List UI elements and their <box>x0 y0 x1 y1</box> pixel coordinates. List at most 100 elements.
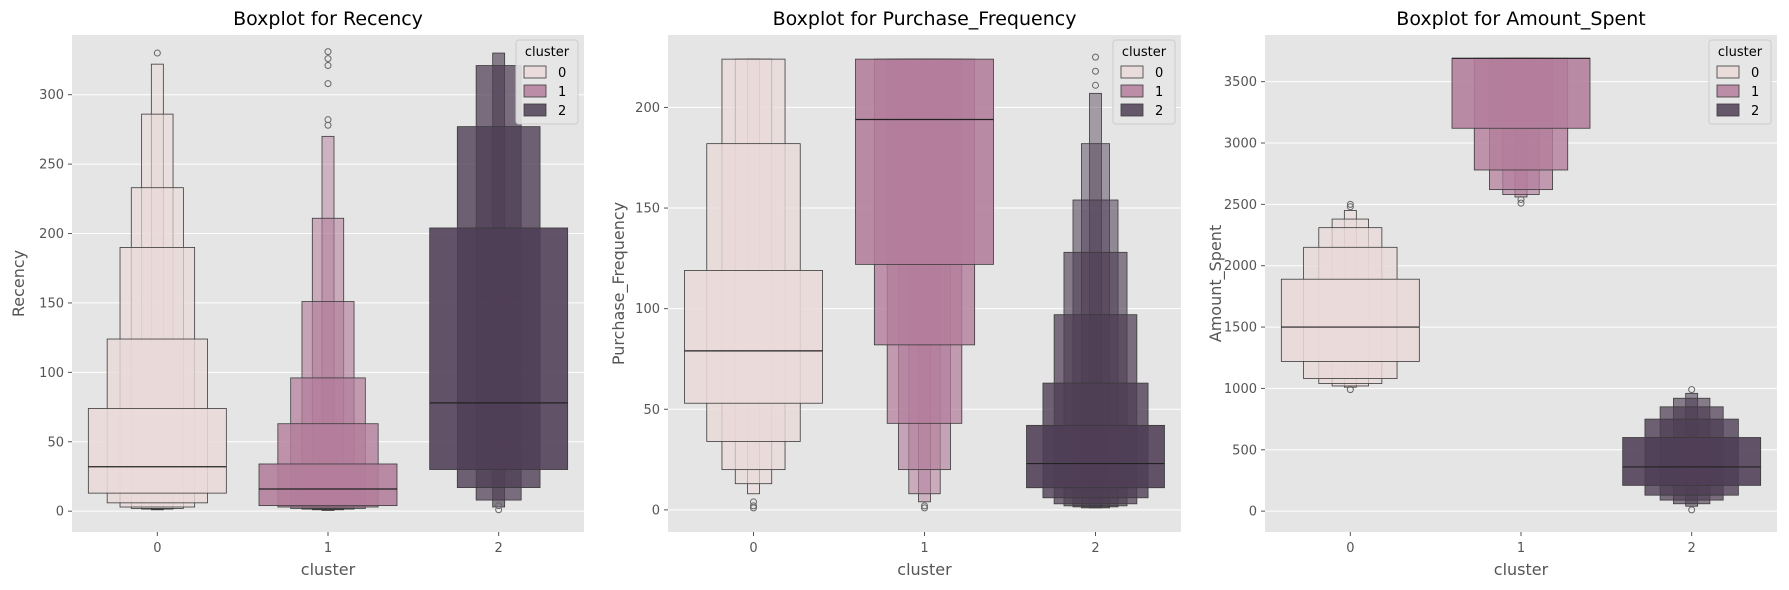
x-tick-label: 2 <box>1091 541 1099 556</box>
outlier-point <box>1346 203 1354 211</box>
y-tick-label: 50 <box>47 435 64 450</box>
legend-swatch <box>1120 65 1144 79</box>
y-tick-label: 150 <box>635 202 660 217</box>
outlier-point <box>495 502 503 510</box>
x-axis-label: cluster <box>1494 560 1549 579</box>
y-tick-label: 300 <box>39 88 64 103</box>
outlier-point <box>1092 53 1099 61</box>
y-tick-label: 3000 <box>1224 136 1257 151</box>
outlier-point <box>921 502 928 510</box>
x-tick-label: 1 <box>324 541 332 556</box>
outlier-point <box>153 49 161 57</box>
boxen-level-0 <box>684 270 823 404</box>
outlier-point <box>495 506 503 514</box>
boxen-level-0 <box>87 408 227 494</box>
legend-swatch <box>523 84 547 98</box>
x-axis-label: cluster <box>301 560 356 579</box>
boxen-cluster-1 <box>258 48 398 511</box>
y-tick-label: 250 <box>39 158 64 173</box>
outlier-point <box>1346 386 1354 394</box>
outlier-point <box>1092 67 1099 75</box>
legend-entry: 0 <box>1751 66 1759 81</box>
legend-entry: 1 <box>558 85 566 100</box>
y-axis-label: Amount_Spent <box>1206 225 1226 342</box>
chart-title: Boxplot for Recency <box>233 8 423 30</box>
x-tick-label: 1 <box>1517 541 1525 556</box>
boxen-cluster-1 <box>855 58 994 512</box>
outlier-point <box>921 504 928 512</box>
outlier-point <box>324 62 332 70</box>
legend-swatch <box>1120 84 1144 98</box>
legend-swatch <box>1716 65 1740 79</box>
boxen-cluster-2 <box>1622 386 1762 514</box>
y-tick-label: 100 <box>39 366 64 381</box>
legend: cluster 0 1 2 <box>515 39 579 125</box>
legend-frame <box>515 39 579 125</box>
boxen-level-0 <box>855 58 994 265</box>
legend-swatch <box>1716 103 1740 117</box>
legend-swatch <box>1716 84 1740 98</box>
y-tick-label: 1500 <box>1224 321 1257 336</box>
outlier-point <box>324 55 332 63</box>
legend: cluster 0 1 2 <box>1112 39 1176 125</box>
y-axis-label: Recency <box>9 250 28 317</box>
boxen-level-0 <box>258 463 398 507</box>
x-tick-label: 0 <box>153 541 161 556</box>
legend-title: cluster <box>525 45 570 60</box>
y-tick-label: 2500 <box>1224 198 1257 213</box>
boxen-cluster-2 <box>1026 53 1165 509</box>
legend-entry: 2 <box>558 104 566 119</box>
outlier-point <box>1346 200 1354 208</box>
chart-panel-2: 0 500 1000 1500 2000 2500 3000 3500 0 1 2 Boxplot f… <box>1206 8 1777 579</box>
boxen-cluster-0 <box>1280 200 1420 394</box>
chart-panel-1: 0 50 100 150 200 0 1 2 Boxplot for Purchase_Freq… <box>609 8 1181 579</box>
boxen-cluster-0 <box>684 58 823 512</box>
x-tick-label: 0 <box>749 541 757 556</box>
legend-title: cluster <box>1122 45 1167 60</box>
y-tick-label: 150 <box>39 296 64 311</box>
y-tick-label: 0 <box>652 503 660 518</box>
outlier-point <box>324 80 332 88</box>
legend-swatch <box>1120 103 1144 117</box>
chart-title: Boxplot for Purchase_Frequency <box>773 8 1077 30</box>
outlier-point <box>1092 81 1099 89</box>
outlier-point <box>750 502 757 510</box>
boxen-cluster-1 <box>1451 57 1591 207</box>
legend-entry: 0 <box>1155 66 1163 81</box>
y-tick-label: 0 <box>1249 505 1257 520</box>
legend-entry: 1 <box>1751 85 1759 100</box>
legend-frame <box>1708 39 1772 125</box>
chart-title: Boxplot for Amount_Spent <box>1396 8 1645 30</box>
x-tick-label: 2 <box>1688 541 1696 556</box>
legend-frame <box>1112 39 1176 125</box>
y-tick-label: 3500 <box>1224 75 1257 90</box>
outlier-point <box>1517 199 1525 207</box>
outlier-point <box>324 48 332 56</box>
legend-entry: 1 <box>1155 85 1163 100</box>
y-tick-label: 200 <box>39 227 64 242</box>
boxen-level-0 <box>1280 278 1420 362</box>
y-axis-label: Purchase_Frequency <box>609 202 629 365</box>
legend-entry: 2 <box>1751 104 1759 119</box>
x-tick-label: 2 <box>495 541 503 556</box>
boxen-level-0 <box>429 227 569 470</box>
boxen-level-0 <box>1622 437 1762 486</box>
outlier-point <box>750 498 757 506</box>
boxen-level-0 <box>1451 57 1591 129</box>
legend-swatch <box>523 103 547 117</box>
chart-panel-0: 0 50 100 150 200 250 300 0 1 2 Boxplot for Recency… <box>9 8 584 579</box>
boxen-cluster-2 <box>429 52 569 514</box>
x-tick-label: 0 <box>1346 541 1354 556</box>
y-tick-label: 200 <box>635 101 660 116</box>
x-tick-label: 1 <box>920 541 928 556</box>
y-tick-label: 500 <box>1232 443 1257 458</box>
y-tick-label: 0 <box>56 505 64 520</box>
boxen-cluster-0 <box>87 49 227 511</box>
boxen-level-0 <box>1026 424 1165 489</box>
y-tick-label: 100 <box>635 302 660 317</box>
outlier-point <box>1688 506 1696 514</box>
legend-swatch <box>523 65 547 79</box>
legend-entry: 2 <box>1155 104 1163 119</box>
y-tick-label: 1000 <box>1224 382 1257 397</box>
